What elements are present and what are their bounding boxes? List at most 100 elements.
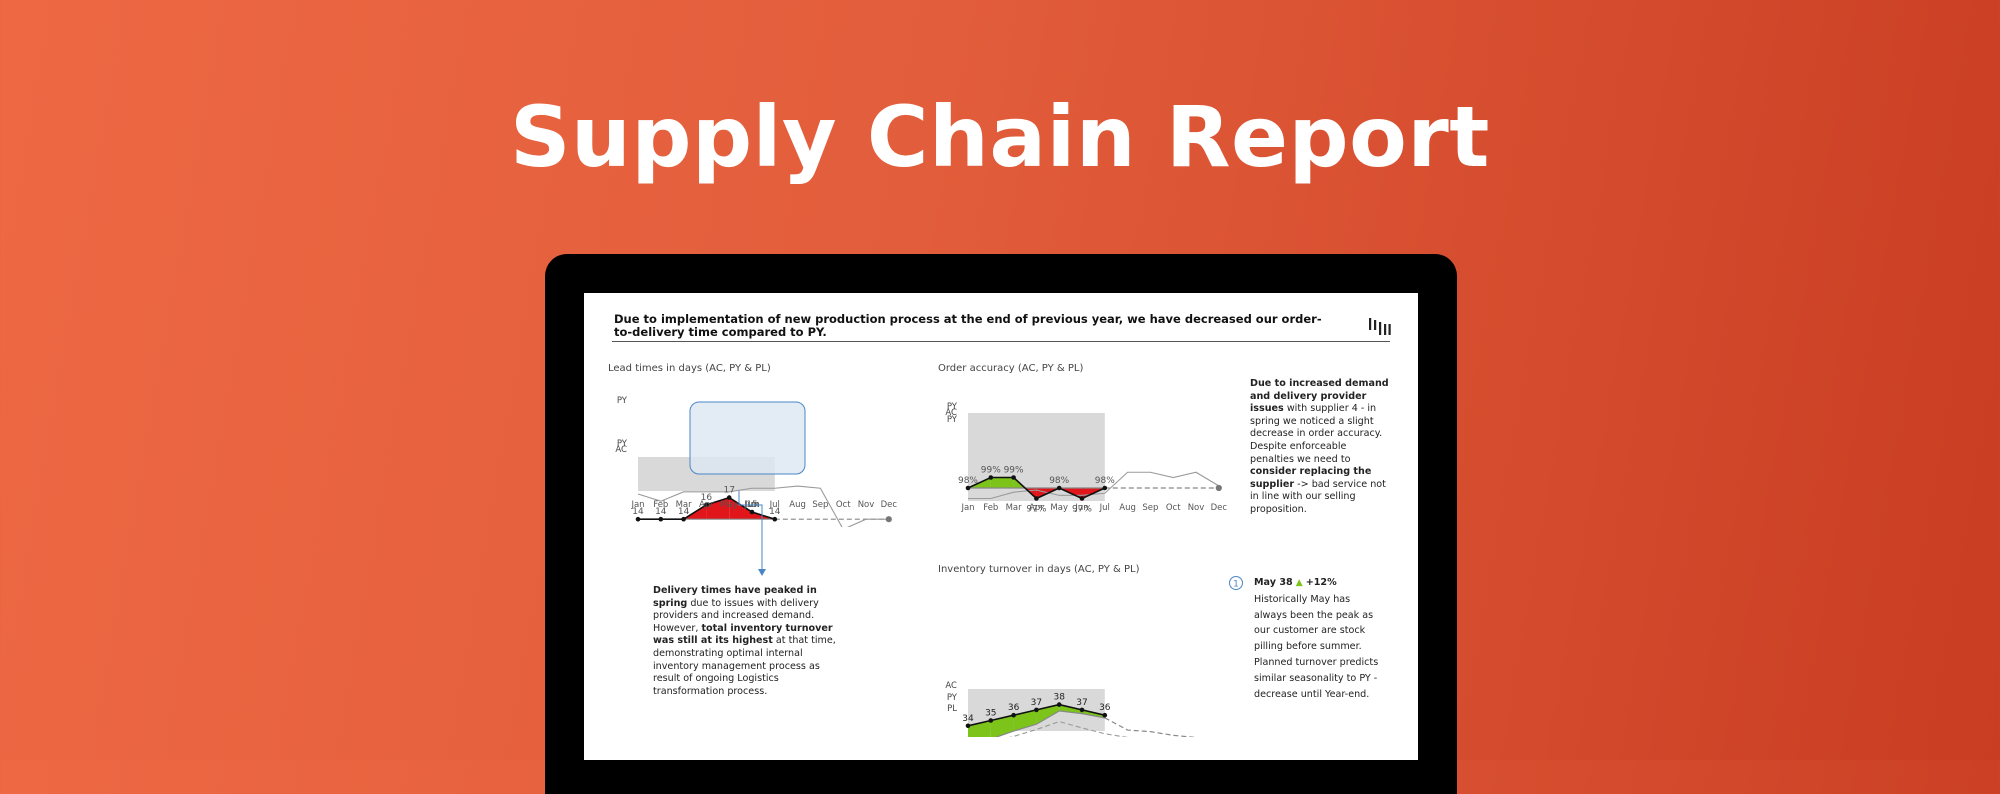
annotation-marker-label: 1: [1233, 580, 1239, 590]
data-label: 99%: [1004, 466, 1024, 476]
data-label: 99%: [981, 466, 1001, 476]
month-label: Jul: [769, 500, 780, 510]
lead-times-chart-title: Lead times in days (AC, PY & PL): [608, 363, 771, 374]
month-label: Oct: [1166, 503, 1181, 513]
actual-point: [704, 502, 709, 508]
inventory-note-head: May 38 ▲ +12%: [1254, 577, 1337, 588]
variance-area: [968, 477, 991, 488]
month-label: Aug: [1119, 503, 1136, 513]
hero-title: Supply Chain Report: [510, 88, 1490, 186]
series-label: PY: [617, 439, 628, 449]
month-label: Feb: [653, 500, 668, 510]
data-label: 14: [655, 507, 667, 517]
month-label: Sep: [1142, 503, 1158, 513]
annotation-marker-icon: 1: [1229, 576, 1243, 590]
order-accuracy-note: Due to increased demand and delivery pro…: [1250, 378, 1389, 515]
month-label: Apr: [699, 500, 714, 510]
variance-area: [1082, 488, 1105, 499]
actual-point: [772, 516, 778, 522]
data-label: 37: [1031, 698, 1042, 708]
comparison-line: [637, 485, 889, 527]
month-label: Jun: [1074, 503, 1088, 513]
actual-point: [988, 475, 994, 480]
data-label: 97%: [1072, 505, 1092, 515]
month-label: May: [1050, 503, 1068, 513]
actual-point: [1011, 712, 1016, 718]
month-label: Nov: [1188, 503, 1205, 513]
month-label: Jan: [630, 500, 644, 510]
actual-point: [1034, 496, 1039, 501]
data-label: 34: [962, 714, 974, 724]
month-label: Mar: [676, 500, 693, 510]
series-label: AC: [945, 681, 957, 691]
month-label: Mar: [1006, 503, 1023, 513]
order-accuracy-chart-title: Order accuracy (AC, PY & PL): [938, 363, 1084, 374]
inventory-turnover-chart: 34353637383736ACPYPLJanFebMarAprMayJunJu…: [945, 681, 1198, 737]
actual-point: [681, 516, 686, 522]
variance-area: [990, 715, 1014, 737]
month-label: Apr: [1029, 503, 1044, 513]
increase-triangle-icon: ▲: [1295, 578, 1303, 588]
data-label: 98%: [1049, 476, 1069, 486]
actual-point: [1056, 702, 1062, 707]
actual-point: [658, 516, 664, 522]
actual-point: [1102, 485, 1108, 491]
month-label: Jul: [1099, 503, 1110, 513]
end-marker: [1215, 484, 1222, 492]
actual-point: [965, 485, 971, 491]
brand-logo-icon: [1369, 318, 1391, 335]
callout-connector: [738, 491, 766, 576]
highlight-box: [689, 401, 806, 475]
data-label: 36: [1008, 703, 1020, 713]
reference-line: [994, 710, 1105, 737]
series-label: AC: [945, 408, 957, 418]
data-label: 14: [632, 507, 644, 517]
month-label: Dec: [881, 500, 898, 510]
inventory-note-line: Historically May has always been the pea…: [1254, 593, 1374, 653]
actual-point: [965, 723, 971, 729]
headline-divider: [612, 341, 1390, 342]
actual-point: [1034, 707, 1039, 713]
series-label: PY: [947, 402, 958, 412]
lead-times-note: Delivery times have peaked in spring due…: [653, 585, 836, 697]
variance-area: [990, 477, 1014, 488]
actual-point: [749, 509, 755, 515]
data-label: 17: [723, 486, 734, 496]
actual-point: [1056, 485, 1062, 491]
data-label: 97%: [1026, 505, 1046, 515]
report-screen: Due to implementation of new production …: [584, 293, 1418, 760]
actual-period-block: [968, 413, 1105, 501]
series-label: PY: [947, 415, 958, 425]
actual-point: [988, 718, 994, 723]
inventory-note-line: Planned turnover predicts similar season…: [1254, 656, 1379, 700]
report-headline: Due to implementation of new production …: [614, 312, 1322, 339]
inventory-note: May 38 ▲ +12% Historically May has alway…: [1254, 575, 1384, 702]
month-label: Feb: [983, 503, 998, 513]
month-label: Nov: [858, 500, 875, 510]
month-label: Jan: [960, 503, 974, 513]
data-label: 16: [701, 493, 713, 503]
variance-area: [729, 497, 752, 520]
actual-point: [1011, 475, 1016, 480]
variance-area: [1036, 704, 1060, 725]
series-label: PL: [947, 704, 957, 714]
actual-point: [1102, 712, 1108, 718]
end-marker: [885, 516, 892, 523]
month-label: Sep: [812, 500, 828, 510]
data-label: 14: [769, 507, 781, 517]
reference-line-forecast: [1104, 717, 1198, 737]
data-label: 37: [1076, 698, 1087, 708]
data-label: 38: [1053, 693, 1065, 703]
month-label: Dec: [1211, 503, 1228, 513]
inventory-turnover-chart-title: Inventory turnover in days (AC, PY & PL): [938, 564, 1140, 575]
data-label: 35: [985, 709, 996, 719]
month-label: Aug: [789, 500, 806, 510]
comparison-line: [968, 471, 1220, 500]
data-label: 14: [678, 507, 690, 517]
month-label: Oct: [836, 500, 851, 510]
actual-point: [635, 516, 641, 522]
actual-point: [1079, 496, 1085, 501]
data-label: 36: [1099, 703, 1111, 713]
actual-point: [726, 495, 732, 500]
